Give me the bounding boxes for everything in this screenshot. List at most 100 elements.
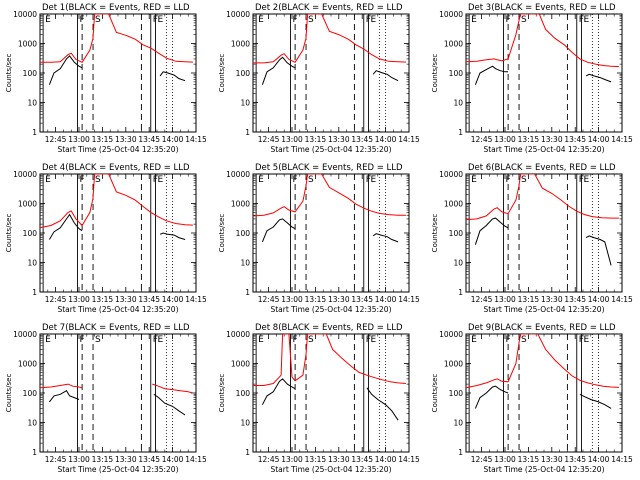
y-axis-label: Counts/sec: [5, 374, 13, 413]
series-line-lld: [466, 174, 619, 221]
x-tick-label: 12:45: [471, 135, 493, 144]
y-tick-label: 1000: [18, 200, 37, 209]
series-line-events: [261, 378, 296, 405]
x-tick-label: 13:30: [115, 455, 137, 464]
marker-label: S: [95, 175, 101, 185]
series-line-lld: [253, 14, 406, 64]
series-group: [253, 174, 406, 243]
x-tick-label: 13:30: [541, 135, 563, 144]
x-tick-label: 13:15: [92, 135, 114, 144]
x-axis-label: Start Time (25-Oct-04 12:35:20): [483, 305, 604, 314]
marker-label: E: [258, 335, 264, 345]
detector-panel-6: Det 6(BLACK = Events, RED = LLD Counts/se…: [431, 163, 633, 314]
x-tick-label: 13:15: [305, 295, 327, 304]
y-tick-label: 1: [32, 448, 37, 457]
y-axis-label: Counts/sec: [5, 54, 13, 93]
y-tick-label: 1000: [444, 360, 463, 369]
marker-label: E: [583, 15, 589, 25]
marker-label: E: [157, 15, 163, 25]
series-line-events: [159, 71, 186, 82]
y-axis-label: Counts/sec: [431, 374, 439, 413]
y-tick-label: 1000: [231, 360, 250, 369]
y-tick-label: 1: [245, 448, 250, 457]
y-axis-label: Counts/sec: [218, 374, 226, 413]
series-line-events: [153, 393, 186, 416]
x-tick-label: 14:15: [611, 135, 633, 144]
x-axis-label: Start Time (25-Oct-04 12:35:20): [270, 305, 391, 314]
series-line-events: [372, 233, 399, 243]
x-tick-label: 14:15: [398, 455, 420, 464]
x-axis-label: Start Time (25-Oct-04 12:35:20): [57, 145, 178, 154]
x-tick-label: 14:00: [375, 295, 397, 304]
plot-frame: [465, 333, 623, 453]
y-tick-label: 100: [236, 229, 251, 238]
x-tick-label: 13:00: [494, 455, 516, 464]
x-tick-label: 13:00: [281, 135, 303, 144]
y-tick-label: 1: [32, 128, 37, 137]
x-axis-label: Start Time (25-Oct-04 12:35:20): [483, 465, 604, 474]
y-tick-label: 1000: [18, 360, 37, 369]
panel-title: Det 4(BLACK = Events, RED = LLD: [42, 163, 190, 173]
y-tick-label: 10000: [226, 170, 250, 179]
plot-frame: [39, 13, 197, 133]
plot-frame: [252, 173, 410, 293]
x-tick-label: 13:00: [68, 295, 90, 304]
series-line-events: [474, 65, 509, 85]
x-tick-label: 14:00: [375, 135, 397, 144]
series-group: [40, 174, 193, 240]
series-group: [466, 174, 619, 266]
y-tick-label: 10: [240, 99, 250, 108]
x-tick-label: 13:00: [68, 455, 90, 464]
plot-frame: [39, 173, 197, 293]
x-tick-label: 13:00: [281, 295, 303, 304]
y-tick-label: 10: [240, 419, 250, 428]
detector-panel-7: Det 7(BLACK = Events, RED = LLD Counts/se…: [5, 323, 207, 474]
x-tick-label: 13:30: [328, 455, 350, 464]
y-tick-label: 10000: [13, 10, 37, 19]
marker-label: E: [370, 15, 376, 25]
marker-label: E: [45, 175, 51, 185]
y-axis-label: Counts/sec: [218, 54, 226, 93]
x-tick-label: 14:15: [185, 135, 207, 144]
x-tick-label: 13:30: [115, 295, 137, 304]
x-tick-label: 14:15: [611, 295, 633, 304]
marker-label: S: [308, 335, 314, 345]
y-tick-label: 10: [27, 99, 37, 108]
marker-label: E: [583, 335, 589, 345]
marker-label: E: [583, 175, 589, 185]
y-tick-label: 100: [449, 389, 464, 398]
x-tick-label: 12:45: [258, 135, 280, 144]
x-tick-label: 14:15: [185, 295, 207, 304]
x-tick-label: 13:45: [564, 295, 586, 304]
y-tick-label: 100: [23, 69, 38, 78]
y-axis-label: Counts/sec: [431, 54, 439, 93]
x-tick-label: 14:15: [185, 455, 207, 464]
y-tick-label: 1: [245, 288, 250, 297]
series-line-lld: [253, 334, 406, 386]
panel-title: Det 7(BLACK = Events, RED = LLD: [42, 323, 190, 333]
y-tick-label: 1: [458, 448, 463, 457]
series-line-events: [261, 56, 296, 85]
x-tick-label: 14:00: [588, 455, 610, 464]
series-line-events: [372, 70, 399, 82]
panel-title: Det 3(BLACK = Events, RED = LLD: [468, 3, 616, 13]
y-tick-label: 1: [458, 128, 463, 137]
series-line-events: [261, 218, 296, 243]
y-tick-label: 10: [27, 259, 37, 268]
x-axis-label: Start Time (25-Oct-04 12:35:20): [57, 305, 178, 314]
marker-label: S: [308, 15, 314, 25]
y-tick-label: 1000: [231, 40, 250, 49]
marker-label: E: [370, 335, 376, 345]
marker-label: S: [521, 175, 527, 185]
x-tick-label: 12:45: [45, 455, 67, 464]
x-tick-label: 14:15: [398, 295, 420, 304]
y-tick-label: 10: [27, 419, 37, 428]
panel-title: Det 6(BLACK = Events, RED = LLD: [468, 163, 616, 173]
marker-label: E: [157, 175, 163, 185]
y-tick-label: 10: [453, 99, 463, 108]
y-tick-label: 10000: [226, 10, 250, 19]
detector-panel-4: Det 4(BLACK = Events, RED = LLD Counts/se…: [5, 163, 207, 314]
series-line-lld: [152, 383, 194, 394]
x-tick-label: 13:00: [494, 295, 516, 304]
plot-frame: [465, 173, 623, 293]
